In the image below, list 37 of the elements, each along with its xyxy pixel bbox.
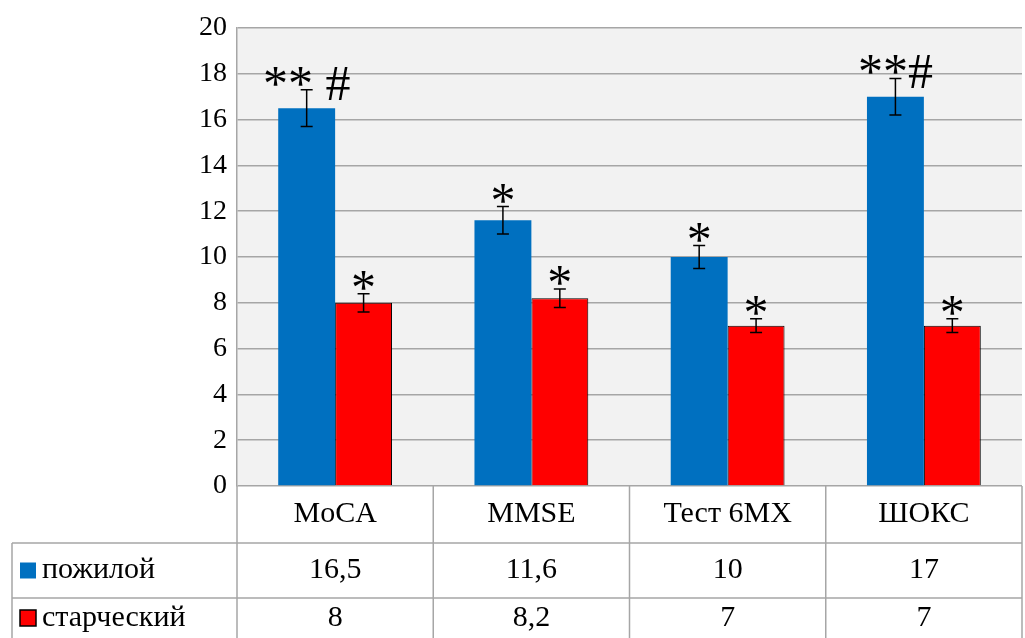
annotation: * xyxy=(351,258,377,315)
data-label: 7 xyxy=(720,598,736,632)
y-tick-label: 2 xyxy=(213,422,227,454)
annotation: ** # xyxy=(262,54,351,111)
y-tick-label: 10 xyxy=(199,239,227,271)
y-tick-label: 8 xyxy=(213,285,227,317)
legend-label: старческий xyxy=(42,598,186,632)
y-tick-label: 0 xyxy=(213,468,227,500)
y-tick-label: 18 xyxy=(199,56,227,88)
annotation: * xyxy=(939,283,965,340)
data-label: 8 xyxy=(327,598,343,632)
annotation: * xyxy=(547,254,573,311)
bar xyxy=(866,96,924,486)
y-tick-label: 6 xyxy=(213,330,227,362)
y-tick-label: 16 xyxy=(199,101,227,133)
data-label: 8,2 xyxy=(512,598,551,632)
y-tick-label: 14 xyxy=(199,147,227,179)
x-tick-label: MMSE xyxy=(487,495,576,529)
data-label: 7 xyxy=(916,598,932,632)
x-tick-label: Тест 6МХ xyxy=(663,495,793,529)
y-tick-label: 12 xyxy=(199,193,227,225)
legend-label: пожилой xyxy=(42,551,156,585)
bar xyxy=(278,108,336,486)
x-tick-label: ШОКС xyxy=(878,495,970,529)
annotation: **# xyxy=(857,43,933,100)
data-label: 17 xyxy=(908,551,939,585)
data-label: 16,5 xyxy=(308,551,362,585)
annotation: * xyxy=(743,283,769,340)
bar xyxy=(474,220,532,486)
y-tick-label: 20 xyxy=(199,10,227,42)
x-tick-label: MoCA xyxy=(293,495,378,529)
y-tick-label: 4 xyxy=(213,376,227,408)
annotation: * xyxy=(686,210,712,267)
bar xyxy=(670,257,728,486)
data-label: 10 xyxy=(712,551,743,585)
annotation: * xyxy=(490,171,516,228)
data-label: 11,6 xyxy=(505,551,558,585)
